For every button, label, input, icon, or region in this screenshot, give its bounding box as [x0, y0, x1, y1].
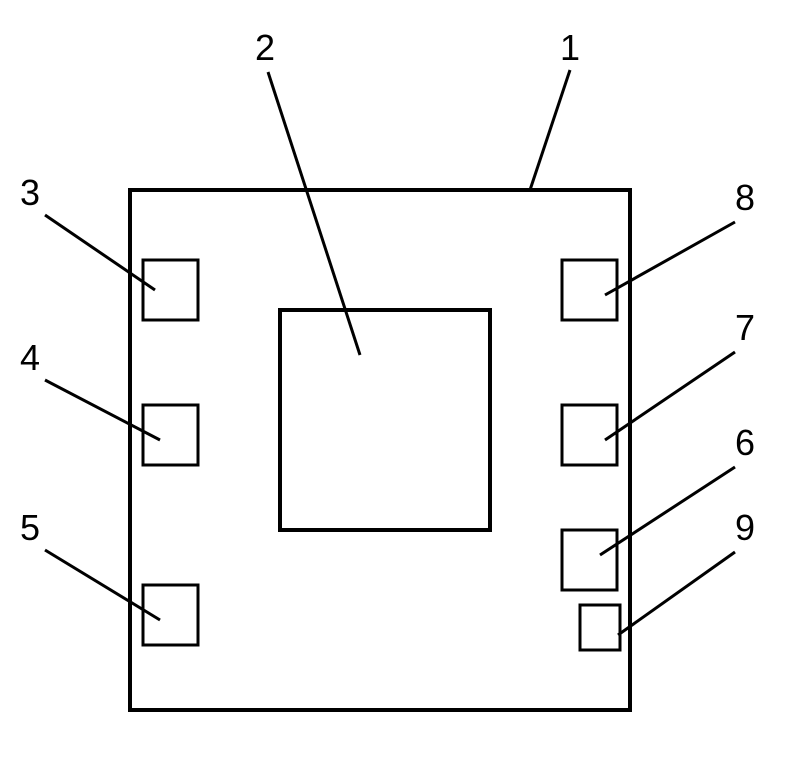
callout-label-1: 1 — [560, 27, 580, 68]
leader-line-8 — [605, 222, 735, 295]
pad-pad7 — [562, 405, 617, 465]
leader-line-1 — [530, 70, 570, 190]
center-die-rect — [280, 310, 490, 530]
pad-pad3 — [143, 260, 198, 320]
outer-package-rect — [130, 190, 630, 710]
callout-label-9: 9 — [735, 507, 755, 548]
callout-label-2: 2 — [255, 27, 275, 68]
leader-line-9 — [618, 552, 735, 635]
pad-pad9 — [580, 605, 620, 650]
callout-label-4: 4 — [20, 337, 40, 378]
pad-pad8 — [562, 260, 617, 320]
callout-label-6: 6 — [735, 422, 755, 463]
leader-line-6 — [600, 467, 735, 555]
pad-pad6 — [562, 530, 617, 590]
callout-label-8: 8 — [735, 177, 755, 218]
callout-label-5: 5 — [20, 507, 40, 548]
leader-line-3 — [45, 215, 155, 290]
leader-line-7 — [605, 352, 735, 440]
callout-label-7: 7 — [735, 307, 755, 348]
callout-label-3: 3 — [20, 172, 40, 213]
